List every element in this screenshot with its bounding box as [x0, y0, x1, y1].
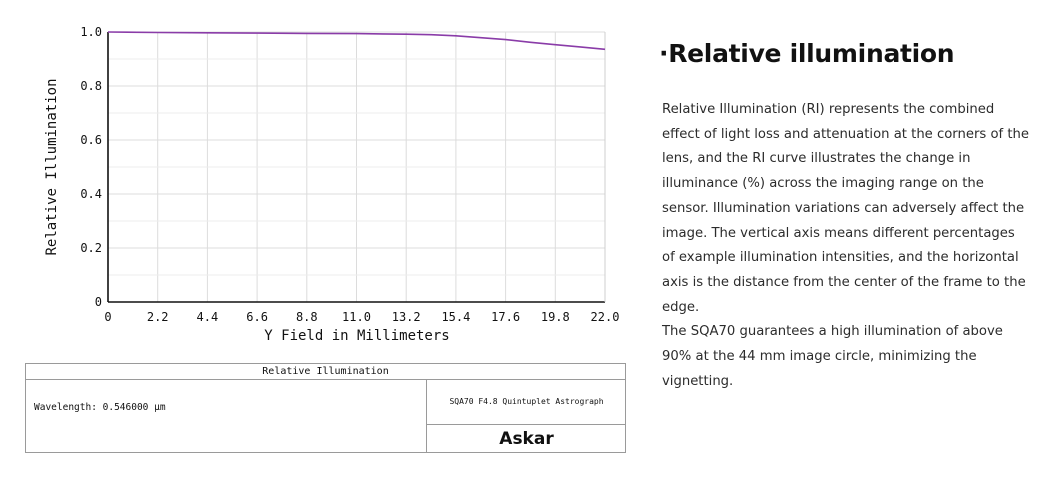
y-tick-label: 0.4: [80, 187, 102, 201]
x-tick-label: 17.6: [491, 310, 520, 324]
y-tick-label: 0.8: [80, 79, 102, 93]
chart-series: [107, 31, 606, 51]
x-tick-label: 4.4: [197, 310, 219, 324]
x-tick-label: 2.2: [147, 310, 169, 324]
info-table-title: Relative Illumination: [26, 364, 625, 380]
x-tick-label: 19.8: [541, 310, 570, 324]
x-tick-label: 22.0: [591, 310, 620, 324]
y-tick-label: 0: [95, 295, 102, 309]
x-tick-label: 13.2: [392, 310, 421, 324]
brand-logo: Askar: [499, 429, 554, 449]
x-tick-label: 6.6: [246, 310, 268, 324]
y-axis-label: Relative Illumination: [44, 78, 60, 255]
series-line: [107, 31, 606, 51]
chart-grid: [108, 31, 606, 302]
y-tick-label: 1.0: [80, 25, 102, 39]
x-tick-label: 8.8: [296, 310, 318, 324]
info-table-divider: [426, 379, 427, 453]
section-heading: ·Relative illumination: [659, 39, 955, 68]
description-paragraph-1: Relative Illumination (RI) represents th…: [662, 102, 1029, 315]
lens-name: SQA70 F4.8 Quintuplet Astrograph: [427, 379, 626, 425]
y-tick-label: 0.2: [80, 241, 102, 255]
relative-illumination-chart: 0 2.2 4.4 6.6 8.8 11.0 13.2 15.4 17.6 19.8 22.0 0 0.…: [44, 25, 619, 344]
info-table: Relative Illumination Wavelength: 0.5460…: [25, 363, 626, 453]
x-tick-label: 0: [104, 310, 111, 324]
y-tick-label: 0.6: [80, 133, 102, 147]
description-paragraph-2: The SQA70 guarantees a high illumination…: [662, 324, 1003, 389]
description: Relative Illumination (RI) represents th…: [662, 98, 1030, 394]
x-tick-label: 11.0: [342, 310, 371, 324]
chart-axes: [107, 32, 606, 303]
x-tick-label: 15.4: [441, 310, 470, 324]
x-axis-label: Y Field in Millimeters: [264, 328, 449, 344]
chart-tick-labels: 0 2.2 4.4 6.6 8.8 11.0 13.2 15.4 17.6 19.8 22.0 0 0.…: [80, 25, 619, 324]
wavelength-label: Wavelength: 0.546000 µm: [34, 402, 166, 413]
